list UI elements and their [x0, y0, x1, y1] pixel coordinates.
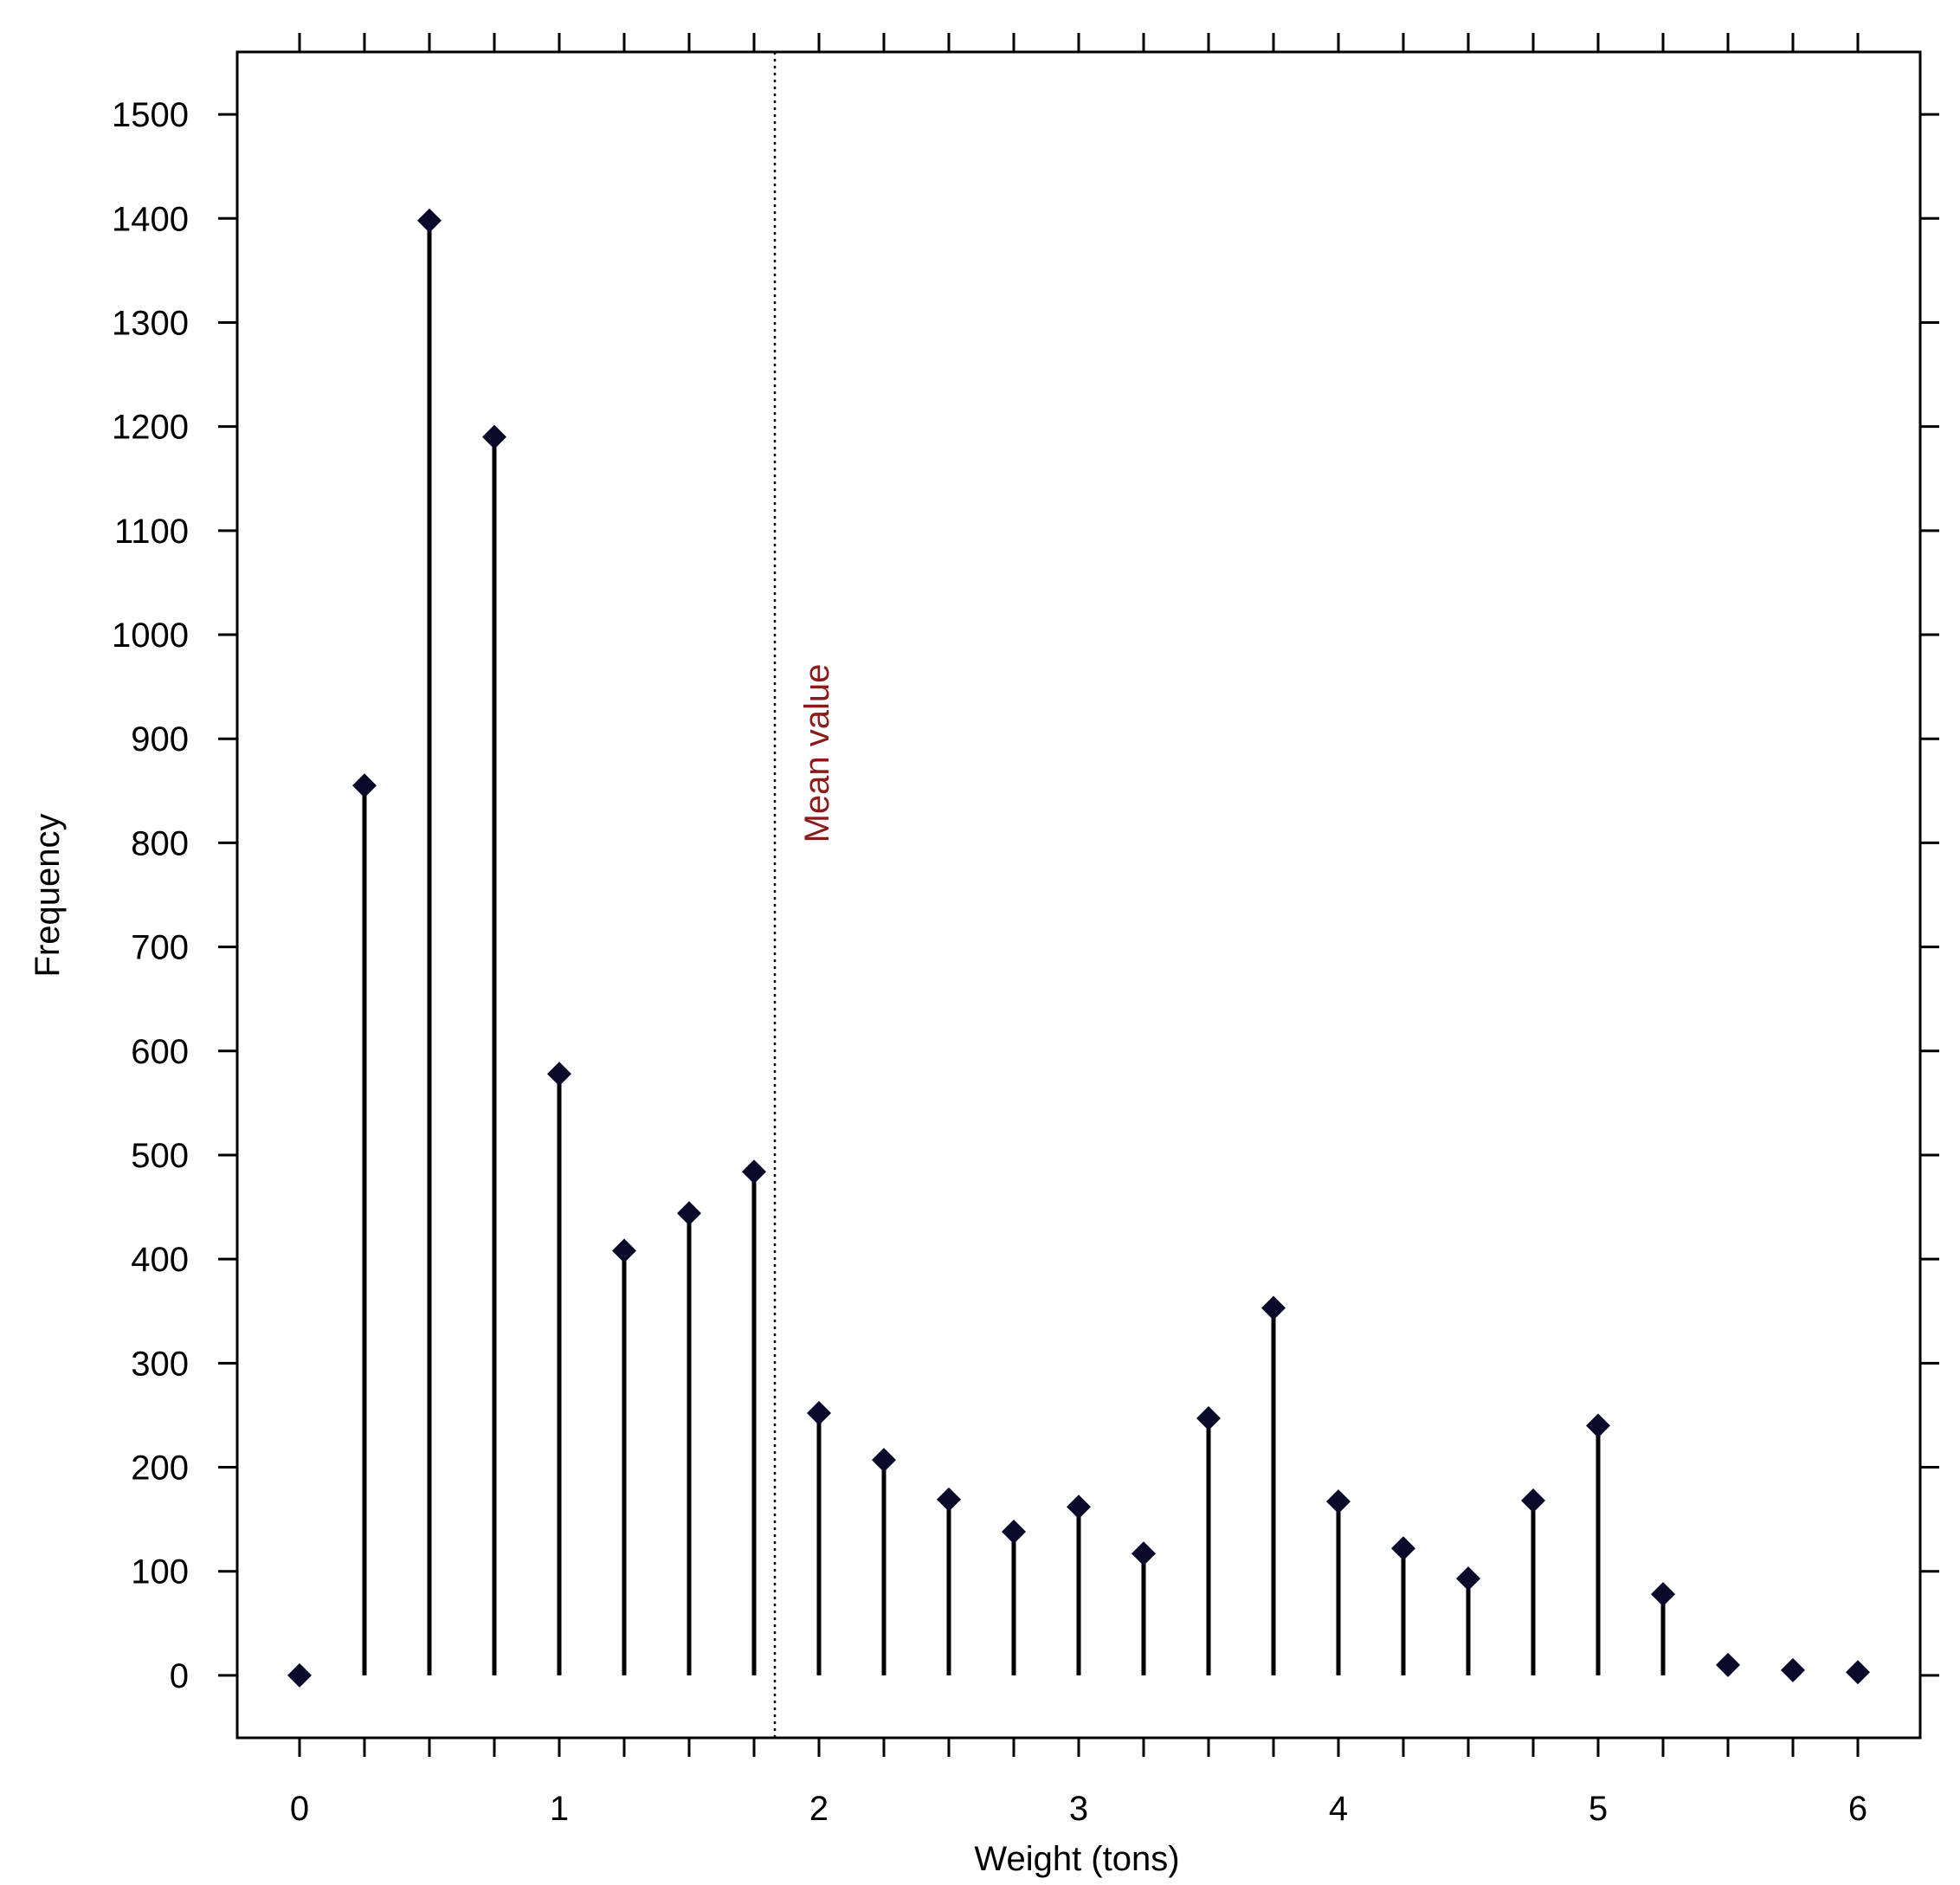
- x-tick-label: 4: [1329, 1790, 1348, 1828]
- markers-group: [287, 208, 1870, 1688]
- data-point-marker: [547, 1062, 571, 1087]
- data-point-marker: [937, 1487, 961, 1512]
- data-point-marker: [1651, 1582, 1675, 1607]
- data-point-marker: [1261, 1295, 1286, 1320]
- y-tick-label: 300: [131, 1345, 189, 1383]
- data-point-marker: [482, 424, 506, 449]
- data-point-marker: [1716, 1652, 1740, 1677]
- data-point-marker: [417, 208, 442, 233]
- x-axis-label: Weight (tons): [974, 1840, 1179, 1878]
- data-point-marker: [1586, 1413, 1610, 1438]
- data-point-marker: [1326, 1489, 1351, 1514]
- data-point-marker: [1002, 1520, 1026, 1545]
- stems-group: [362, 220, 1860, 1675]
- y-tick-label: 500: [131, 1137, 189, 1175]
- x-tick-label: 5: [1589, 1790, 1608, 1828]
- y-tick-label: 0: [170, 1657, 189, 1695]
- data-point-marker: [612, 1238, 636, 1263]
- x-tick-label: 3: [1069, 1790, 1088, 1828]
- y-tick-label: 100: [131, 1553, 189, 1591]
- x-tick-label: 2: [809, 1790, 828, 1828]
- data-point-marker: [677, 1201, 701, 1226]
- mean-value-label: Mean value: [798, 664, 836, 843]
- y-tick-label: 600: [131, 1033, 189, 1071]
- y-tick-label: 1000: [112, 616, 189, 655]
- data-point-marker: [1781, 1657, 1805, 1682]
- x-tick-label: 6: [1848, 1790, 1867, 1828]
- tick-labels-group: 0 1 2 3 4 5 6 0 100 200 300 400 500 600 700 800 900 1000 1…: [112, 96, 1867, 1828]
- data-point-marker: [1391, 1536, 1415, 1561]
- data-point-marker: [872, 1448, 896, 1473]
- x-tick-label: 0: [290, 1790, 309, 1828]
- data-point-marker: [1067, 1494, 1091, 1520]
- y-tick-label: 700: [131, 929, 189, 967]
- data-point-marker: [807, 1401, 831, 1426]
- data-point-marker: [1846, 1660, 1870, 1685]
- data-point-marker: [1456, 1566, 1480, 1591]
- y-tick-label: 200: [131, 1449, 189, 1488]
- data-point-marker: [352, 773, 377, 798]
- plot-frame: [235, 50, 1922, 1740]
- y-tick-label: 1400: [112, 200, 189, 238]
- y-tick-label: 1200: [112, 409, 189, 447]
- y-tick-label: 1500: [112, 96, 189, 134]
- mean-line-group: Mean value: [773, 52, 836, 1738]
- data-point-marker: [1521, 1488, 1545, 1513]
- x-tick-label: 1: [550, 1790, 569, 1828]
- y-tick-label: 900: [131, 720, 189, 759]
- y-tick-label: 1300: [112, 304, 189, 342]
- y-tick-label: 800: [131, 824, 189, 862]
- data-point-marker: [1132, 1541, 1156, 1566]
- y-tick-label: 1100: [114, 513, 189, 551]
- data-point-marker: [287, 1662, 312, 1688]
- y-tick-label: 400: [131, 1241, 189, 1279]
- y-axis-label: Frequency: [29, 814, 67, 978]
- ticks-group: [218, 33, 1939, 1757]
- data-point-marker: [742, 1159, 766, 1185]
- data-point-marker: [1196, 1406, 1221, 1431]
